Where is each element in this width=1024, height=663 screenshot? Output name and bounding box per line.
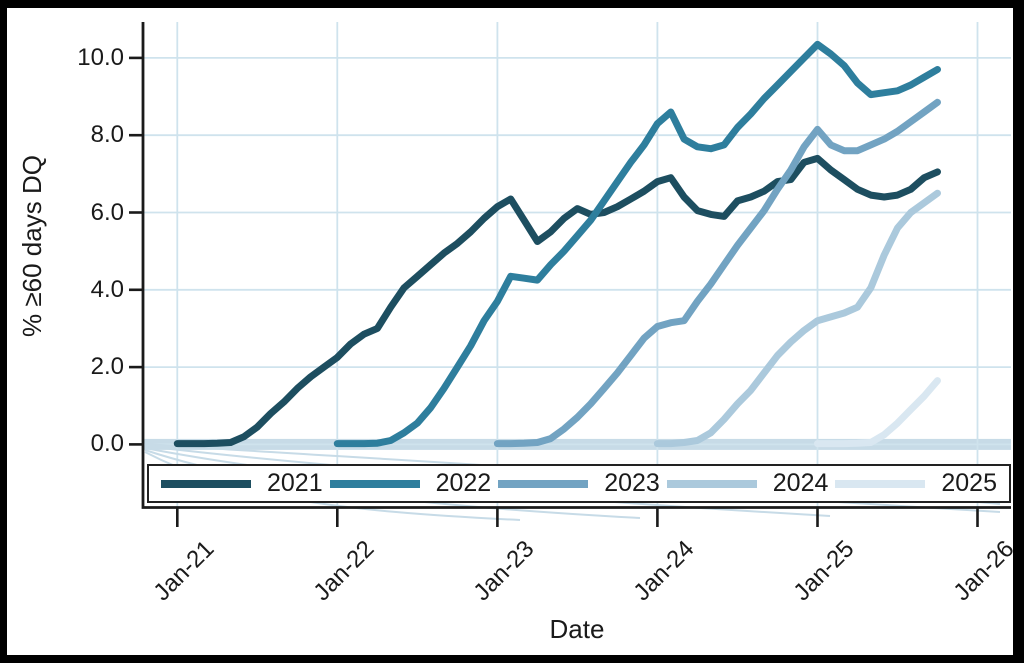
axes bbox=[141, 22, 1011, 509]
legend-entry-2022: 2022 bbox=[329, 469, 492, 497]
legend: 2021 2022 2023 2024 2025 bbox=[147, 464, 1011, 503]
chart-background-panel bbox=[7, 8, 1013, 655]
series-line-2022 bbox=[333, 40, 941, 448]
x-axis-title: Date bbox=[549, 614, 605, 644]
series-line-2021 bbox=[173, 154, 941, 448]
legend-entry-2023: 2023 bbox=[498, 471, 660, 496]
series-line-2025 bbox=[814, 377, 941, 448]
y-axis-title: % ≥60 days DQ bbox=[17, 155, 47, 337]
y-tick-label-6: 6.0 bbox=[90, 199, 124, 226]
y-tick-label-10: 10.0 bbox=[77, 44, 124, 71]
y-tick-label-0: 0.0 bbox=[90, 430, 124, 457]
legend-label-2021: 2021 bbox=[267, 469, 323, 497]
legend-swatch-2025 bbox=[835, 479, 926, 488]
gridlines bbox=[143, 22, 1011, 508]
y-tick-label-4: 4.0 bbox=[90, 276, 124, 303]
legend-entry-2024: 2024 bbox=[666, 469, 829, 497]
y-tick-label-8: 8.0 bbox=[90, 121, 124, 148]
legend-swatch-2022 bbox=[329, 479, 420, 488]
legend-label-2025: 2025 bbox=[941, 469, 997, 497]
tick-marks bbox=[129, 56, 979, 527]
legend-swatch-2024 bbox=[666, 479, 757, 488]
legend-swatch-2021 bbox=[161, 479, 251, 488]
legend-entry-2021: 2021 bbox=[161, 471, 323, 496]
y-tick-label-2: 2.0 bbox=[90, 353, 124, 380]
series-line-2023 bbox=[493, 98, 941, 448]
legend-label-2023: 2023 bbox=[604, 469, 660, 497]
legend-swatch-2023 bbox=[498, 479, 589, 488]
legend-label-2024: 2024 bbox=[772, 469, 829, 497]
series-line-2024 bbox=[653, 189, 941, 448]
legend-entry-2025: 2025 bbox=[835, 471, 997, 496]
legend-label-2022: 2022 bbox=[435, 469, 492, 497]
